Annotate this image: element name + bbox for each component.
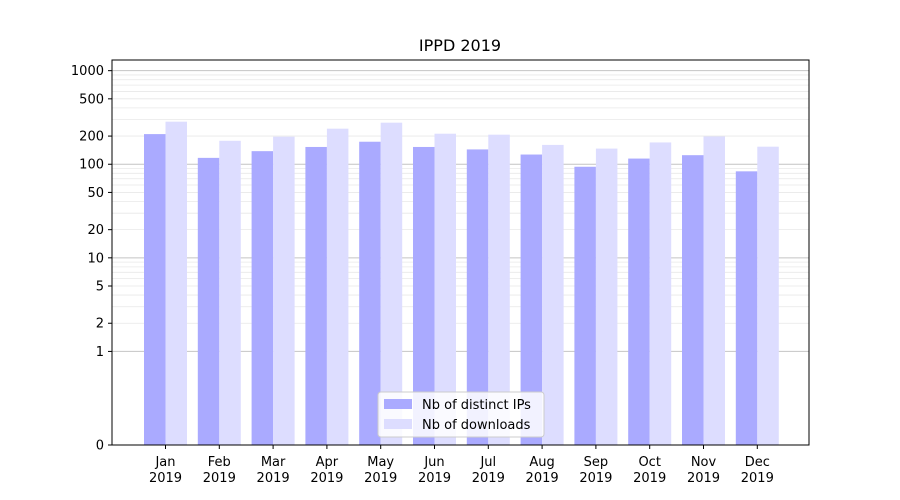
x-tick-label: Jun 2019 [418,455,451,486]
x-tick-label: Nov 2019 [687,455,720,486]
ips-bar-aug [520,154,543,445]
legend: Nb of distinct IPs Nb of downloads [377,391,545,438]
x-tick-label: May 2019 [364,455,397,486]
legend-label: Nb of distinct IPs [422,398,531,413]
downloads-bar-mar [273,136,295,445]
ips-bar-oct [628,158,650,445]
plot-frame [111,59,810,446]
y-tick-label: 1 [96,345,104,360]
legend-box [377,391,545,438]
x-tick-label: Dec 2019 [741,455,774,486]
x-tick-label: Feb 2019 [203,455,236,486]
ips-bar-dec [735,171,758,445]
downloads-bar-aug [542,144,564,445]
ips-bar-feb [197,157,220,446]
downloads-bar-jun [434,133,456,446]
chart-title: IPPD 2019 [419,36,501,55]
legend-label: Nb of downloads [422,418,531,433]
x-tick-label: Sep 2019 [579,455,612,486]
y-tick-label: 100 [79,158,104,173]
y-tick-label: 1000 [71,64,104,79]
y-tick-label: 200 [79,130,104,145]
ips-bar-nov [682,155,704,445]
y-tick-label: 0 [96,439,104,454]
y-tick-label: 500 [79,92,104,107]
x-tick-label: Jul 2019 [472,455,505,486]
x-tick-label: Oct 2019 [633,455,666,486]
downloads-bar-jan [165,121,187,446]
x-tick-label: Mar 2019 [257,455,290,486]
y-tick-label: 20 [87,223,104,238]
legend-swatch [384,419,412,429]
bars [144,121,779,446]
y-tick-label: 5 [96,280,104,295]
x-tick-label: Apr 2019 [310,455,343,486]
y-tick-label: 2 [96,317,104,332]
downloads-bar-sep [595,148,618,445]
downloads-bar-feb [219,140,241,445]
ips-bar-mar [251,151,274,446]
downloads-bar-nov [703,136,725,445]
legend-swatch [384,399,412,409]
downloads-bar-may [380,122,403,446]
downloads-bar-apr [326,128,349,445]
y-tick-label: 50 [87,186,104,201]
downloads-bar-dec [757,146,779,446]
y-axis: 0 1 2 5 10 20 50 100 200 500 1000 [71,64,112,454]
ips-bar-may [359,141,381,445]
ips-bar-jan [144,134,166,446]
ips-bar-jun [413,146,435,446]
ips-bar-sep [574,166,596,446]
y-tick-label: 10 [87,251,104,266]
ips-bar-apr [305,146,327,446]
ips-bar-jul [466,149,489,445]
downloads-bar-oct [649,142,672,445]
x-tick-label: Aug 2019 [526,455,559,486]
x-tick-label: Jan 2019 [149,455,182,486]
downloads-bar-jul [488,134,510,445]
x-axis: Jan 2019 Feb 2019 Mar 2019 Apr 2019 May 2019 Jun 20… [149,445,774,486]
